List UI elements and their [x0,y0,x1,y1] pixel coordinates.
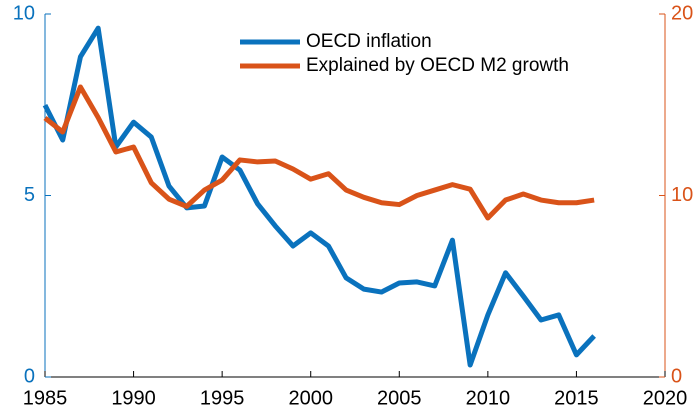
x-tick-label: 2000 [288,387,333,409]
series-line [42,25,596,368]
y-tick-label: 0 [24,365,35,387]
series-line [43,84,595,221]
legend-label: OECD inflation [306,31,432,52]
x-tick-label: 2005 [377,387,422,409]
x-tick-label: 1995 [200,387,245,409]
x-tick-label: 1990 [111,387,156,409]
legend-label: Explained by OECD M2 growth [306,55,569,76]
x-tick-label: 2015 [554,387,599,409]
y2-tick-label: 0 [671,365,682,387]
y-tick-label: 10 [13,2,35,24]
y2-tick-label: 20 [671,2,693,24]
x-tick-label: 2010 [466,387,511,409]
x-tick-label: 2020 [643,387,688,409]
x-tick-label: 1985 [23,387,68,409]
y-tick-label: 5 [24,184,35,206]
y2-tick-label: 10 [671,184,693,206]
